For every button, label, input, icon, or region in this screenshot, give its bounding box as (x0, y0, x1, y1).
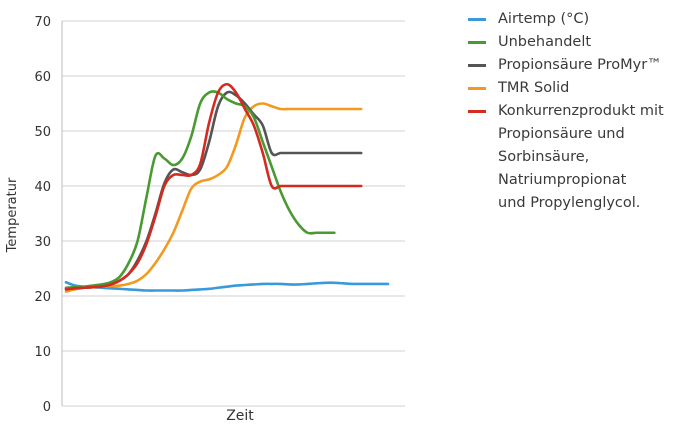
legend-label: Airtemp (°C) (498, 11, 590, 27)
y-tick-label: 0 (43, 400, 51, 415)
legend-item-airtemp: Airtemp (°C) (468, 8, 698, 31)
y-tick-label: 40 (34, 180, 51, 195)
series-lines (64, 82, 390, 293)
legend-label-continuation: Propionsäure und (498, 126, 625, 142)
legend-label: Unbehandelt (498, 34, 592, 50)
series-line-unbehandelt (64, 90, 336, 290)
gridlines (61, 20, 405, 407)
x-axis-label: Zeit (226, 408, 254, 424)
y-tick-label: 50 (34, 125, 51, 140)
legend-swatch-konkurrenzprodukt (468, 110, 486, 113)
y-tick-label: 30 (34, 235, 51, 250)
y-tick-label: 70 (34, 15, 51, 30)
series-line-tmr-solid (64, 102, 363, 293)
legend-label: Konkurrenzprodukt mit (498, 103, 664, 119)
legend-label-continuation: Natriumpropionat (498, 172, 627, 188)
y-tick-label: 60 (34, 70, 51, 85)
legend-item-unbehandelt: Unbehandelt (468, 31, 698, 54)
y-tick-label: 20 (34, 290, 51, 305)
y-axis-tick-labels: 0 10 20 30 40 50 60 70 (34, 15, 51, 415)
series-line-konkurrenzprodukt (64, 82, 363, 291)
legend-item-konkurrenzprodukt: Konkurrenzprodukt mit (468, 100, 698, 123)
series-line-airtemp (64, 280, 390, 292)
legend-label: TMR Solid (498, 80, 570, 96)
legend-label-continuation: und Propylenglycol. (498, 195, 641, 211)
y-tick-label: 10 (34, 345, 51, 360)
y-axis-label: Temperatur (5, 177, 20, 253)
legend: Airtemp (°C) Unbehandelt Propionsäure Pr… (468, 8, 698, 215)
legend-swatch-airtemp (468, 18, 486, 21)
legend-label: Propionsäure ProMyr™ (498, 57, 662, 73)
legend-label-continuation: Sorbinsäure, (498, 149, 590, 165)
legend-swatch-tmr-solid (468, 87, 486, 90)
legend-swatch-unbehandelt (468, 41, 486, 44)
series-line-promyr (64, 90, 363, 291)
legend-item-tmr-solid: TMR Solid (468, 77, 698, 100)
legend-swatch-promyr (468, 64, 486, 67)
legend-item-promyr: Propionsäure ProMyr™ (468, 54, 698, 77)
